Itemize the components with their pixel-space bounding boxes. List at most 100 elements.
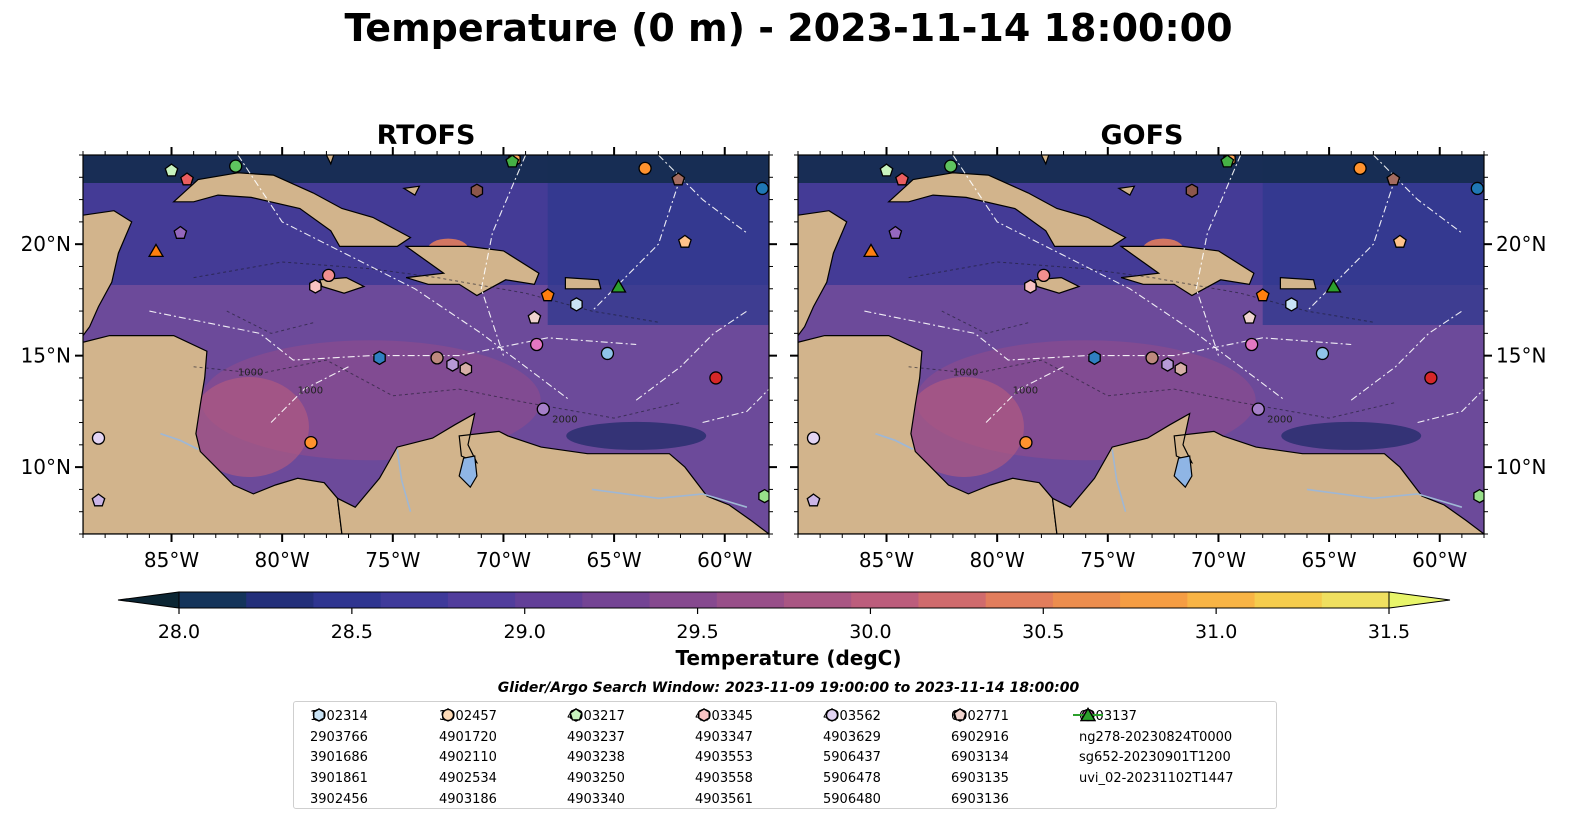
marker-4903558 [321,268,336,283]
bathymetry-contour [193,261,659,323]
cool-northeast [547,155,769,325]
land [1117,185,1136,196]
marker-3902457 [540,288,555,302]
marker-4901720b [1019,435,1033,450]
legend-item: 3902456 [302,708,368,810]
river [591,488,748,508]
legend-circle-icon [825,708,839,722]
colorbar-extend-high [1388,591,1451,609]
x-tick-label: 60°W [1412,548,1467,572]
land [1119,245,1255,297]
legend-marker-icon [313,708,325,722]
eez-boundary [985,366,1064,423]
legend-hexagon-icon [698,708,710,722]
marker-4902534 [677,234,692,248]
legend-hexagon-icon [313,708,325,722]
x-tick-label: 80°W [255,548,310,572]
marker-4902534 [1392,234,1407,248]
land [1040,155,1050,166]
marker-6902916 [671,172,686,186]
legend-label: 4903561 [695,792,753,808]
colorbar-segment [380,592,449,608]
legend-label: 5906437 [823,750,881,766]
legend-label: 4903186 [439,792,497,808]
colorbar-segment [1254,592,1323,608]
legend-item: 3901861 [302,708,368,789]
x-tick-label: 75°W [365,548,420,572]
colorbar-segment [716,592,785,608]
marker-4903250 [1473,488,1484,504]
x-tick-label: 85°W [144,548,199,572]
marker-4903237 [1220,155,1235,168]
colorbar-segment [1052,592,1121,608]
colorbar-segment [179,592,247,608]
marker-4903250 [758,488,769,504]
colorbar-segment [851,592,919,608]
marker-6903135 [459,361,473,377]
x-tick-label: 60°W [697,548,752,572]
eez-boundary [591,177,682,312]
land [402,185,421,196]
marker-6903136 [1242,310,1257,324]
marker-4903553 [180,172,194,186]
land [1279,276,1317,290]
legend-label: 4903340 [567,792,625,808]
legend-item: 4903250 [559,708,625,789]
marker-4903562 [888,225,903,239]
panel-frame [797,154,1485,535]
legend-item: 5906437 [815,708,881,769]
legend-column: 1902314 2903766 3901686 3901861 3902456 [302,706,368,810]
legend-marker-icon [1073,707,1103,722]
marker-4903237 [505,155,520,168]
legend-label: 4903237 [567,729,625,745]
legend-item: 4903347 [687,708,753,748]
colorbar-frame [178,591,1390,609]
marker-4903558 [1036,268,1051,283]
legend-column: 6903137 ng278-20230824T0000 sg652-20230901… [1071,706,1233,789]
colorbar-tick-label: 28.5 [331,621,373,643]
upwelling [1281,421,1422,450]
colorbar-segment [784,592,852,608]
eez-boundary [952,155,1286,401]
eez-boundary [1417,388,1484,424]
contour-label: 1000 [238,368,263,379]
contour-label: 2000 [552,415,577,426]
legend-item: 3901686 [302,708,368,769]
colorbar-segment [246,592,314,608]
colorbar-extend-low [117,591,180,609]
y-tick-label: 15°N [21,344,71,368]
marker-5906480 [806,431,821,445]
river [875,432,914,451]
legend-label: 4903629 [823,729,881,745]
marker-3901861 [1315,346,1330,361]
y-tick-label: 20°N [1496,232,1546,256]
marker-6902771 [1185,183,1199,198]
colorbar-tick-label: 30.5 [1022,621,1064,643]
panel-title-gofs: GOFS [1100,120,1184,151]
marker-2903766 [373,350,386,366]
figure-title: Temperature (0 m) - 2023-11-14 18:00:00 [344,6,1233,50]
eez-boundary [1195,155,1242,356]
marker-4903217 [1237,155,1240,156]
bathymetry-contour [226,310,316,334]
marker-6903135 [1174,361,1188,377]
legend-marker-icon [698,708,710,722]
x-tick-label: 65°W [1301,548,1356,572]
legend-label: 4902534 [439,771,497,787]
legend-item: 5906478 [815,708,881,789]
land [1051,412,1484,534]
colorbar-segment [515,592,583,608]
marker-5906437 [446,357,459,372]
legend-circle-icon [441,708,455,722]
legend-label: 4903347 [695,729,753,745]
cold-edge [798,155,1484,183]
legend-label: 6903135 [951,771,1009,787]
y-tick-label: 15°N [1496,344,1546,368]
legend-item: 4901720 [431,708,497,748]
marker-5906478 [91,493,106,507]
legend-triangle-icon [1079,707,1097,722]
legend-column: 4903345 4903347 4903553 4903558 4903561 [687,706,753,810]
marker-uvi_02-20231102T1447 [1325,278,1342,293]
legend-label: 5906480 [823,792,881,808]
